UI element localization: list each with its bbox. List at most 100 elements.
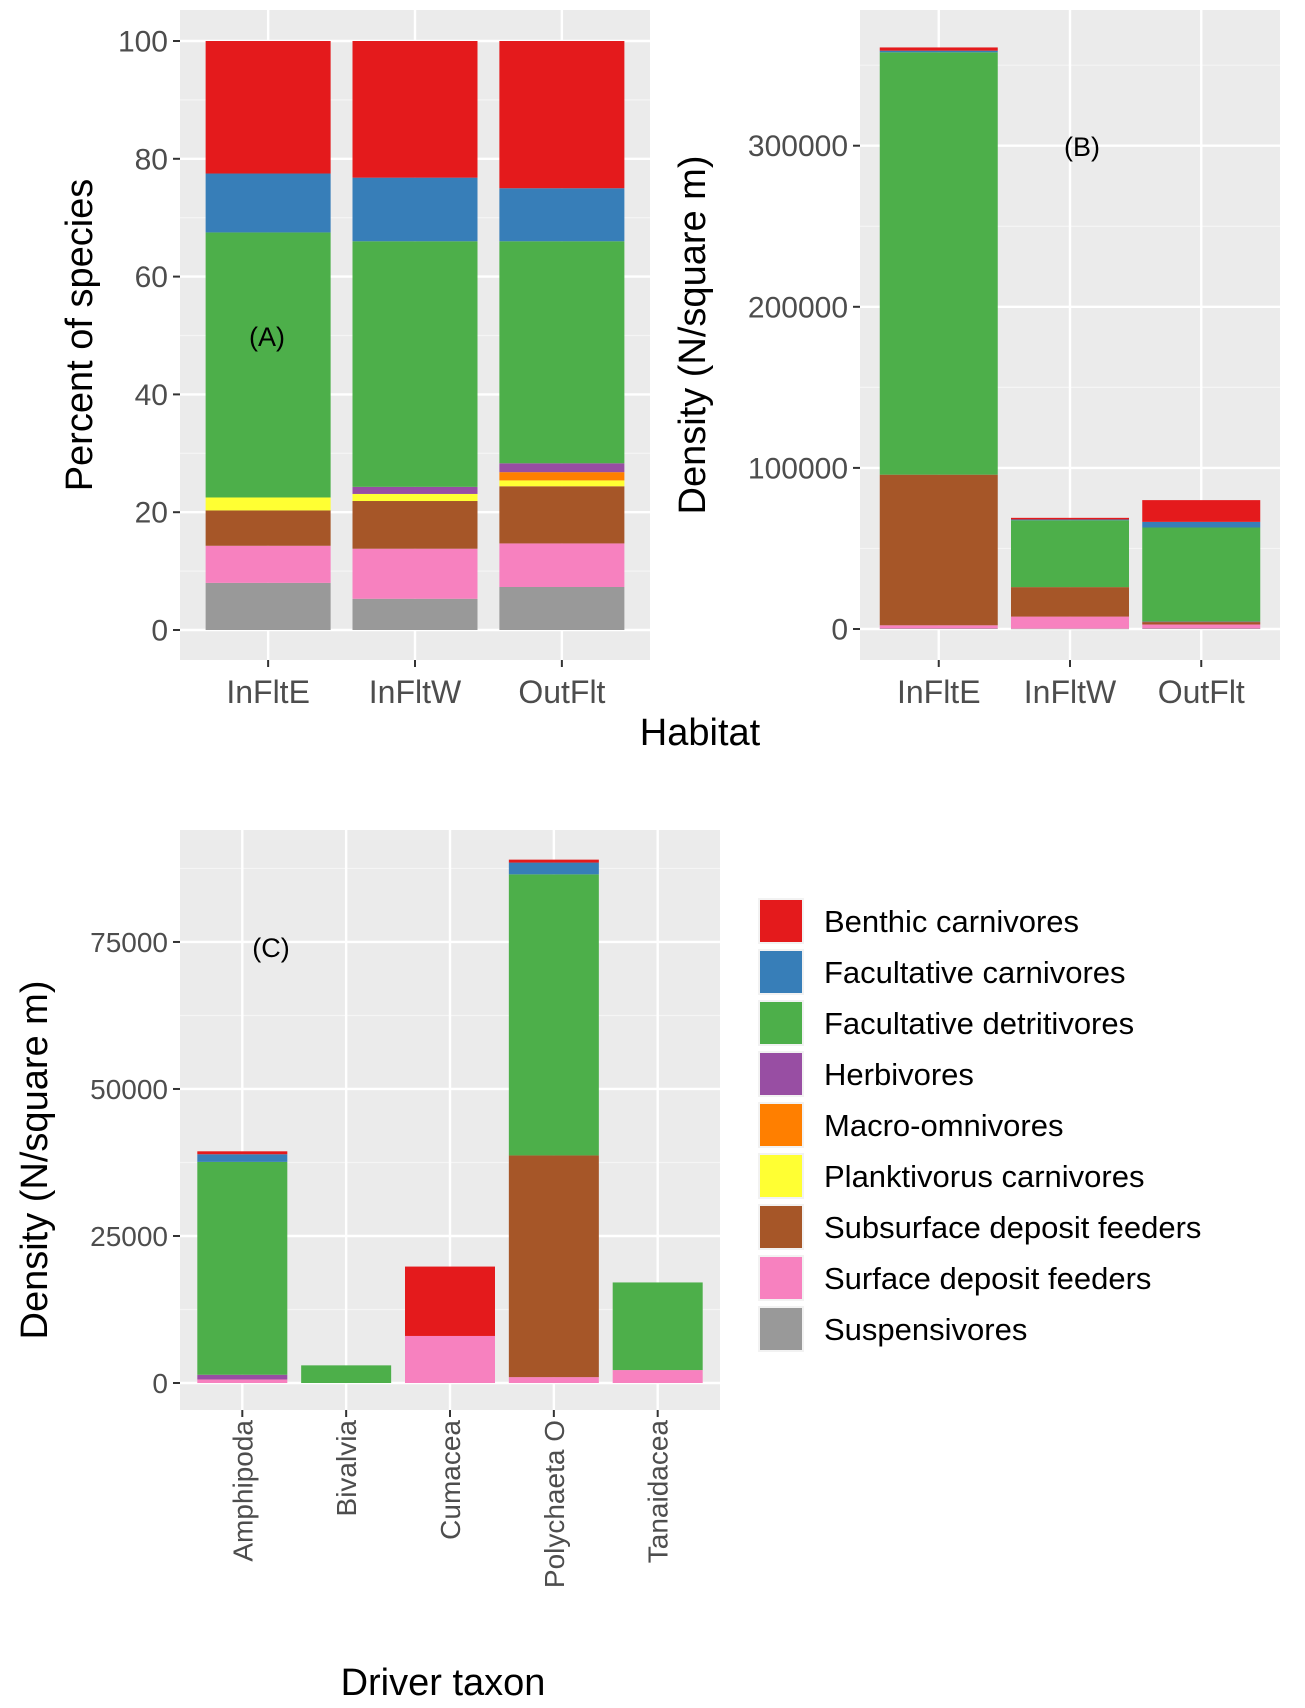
panel-c-y-tick-label: 0: [152, 1368, 168, 1399]
panel-b-bar-outflt-subsurface-deposit-feeders: [1142, 622, 1261, 625]
legend-label-planktivorus-carnivores: Planktivorus carnivores: [824, 1159, 1144, 1194]
panel-a-bar-infltw-subsurface-deposit-feeders: [352, 501, 478, 549]
panel-a-bar-outflt-subsurface-deposit-feeders: [499, 486, 625, 544]
panel-c-bar-cumacea-benthic-carnivores: [405, 1266, 495, 1336]
panel-c-bar-polychaeta-o-benthic-carnivores: [508, 859, 599, 863]
panel-a-bar-infltw-suspensivores: [352, 598, 478, 630]
panel-b-bar-infltw-subsurface-deposit-feeders: [1011, 587, 1129, 617]
panel-c-y-tick-label: 75000: [90, 927, 168, 958]
panel-c-label: (C): [252, 933, 289, 963]
panel-a-bar-outflt-facultative-detritivores: [499, 241, 625, 464]
panel-a-bar-inflte-facultative-carnivores: [205, 173, 331, 233]
panel-b-bar-outflt-suspensivores: [1142, 628, 1261, 630]
panel-c-bar-polychaeta-o-surface-deposit-feeders: [508, 1377, 599, 1383]
panel-b-bar-outflt-herbivores: [1142, 621, 1261, 623]
panel-c-bar-amphipoda-benthic-carnivores: [197, 1151, 288, 1155]
panel-b-ticks: 0 100000 200000 300000 InFltE InFltW OutFlt: [748, 130, 1245, 710]
panel-b-bar-inflte-benthic-carnivores: [879, 47, 998, 51]
panel-c-bar-amphipoda-facultative-detritivores: [197, 1161, 288, 1375]
panel-a-bar-inflte-suspensivores: [205, 582, 331, 630]
panel-b-bar-infltw-suspensivores: [1011, 628, 1129, 630]
panel-b-bar-inflte-facultative-carnivores: [879, 50, 998, 53]
panel-a-bar-infltw-benthic-carnivores: [352, 41, 478, 178]
panel-b-bars: [879, 47, 1261, 630]
panel-a-bar-inflte-surface-deposit-feeders: [205, 545, 331, 583]
panel-c: 0 25000 50000 75000 Amphipoda Bivalvia Cumacea…: [14, 830, 720, 1704]
panel-b-bar-infltw-facultative-carnivores: [1011, 519, 1129, 521]
panel-a-x-tick-label: OutFlt: [518, 674, 605, 710]
panel-c-x-tick-label: Cumacea: [435, 1420, 466, 1540]
panel-a-bar-infltw-facultative-detritivores: [352, 241, 478, 487]
panel-a-bar-inflte-planktivorus-carnivores: [205, 497, 331, 511]
panel-a-bar-outflt-planktivorus-carnivores: [499, 480, 625, 487]
panel-a-bar-inflte-facultative-detritivores: [205, 232, 331, 498]
panel-c-bar-polychaeta-o-facultative-detritivores: [508, 874, 599, 1156]
panel-a-bar-infltw-planktivorus-carnivores: [352, 493, 478, 502]
panel-c-bar-amphipoda-facultative-carnivores: [197, 1154, 288, 1162]
panel-c-x-axis-label: Driver taxon: [341, 1662, 546, 1704]
legend-label-herbivores: Herbivores: [824, 1057, 974, 1092]
panel-c-y-tick-label: 50000: [90, 1074, 168, 1105]
panel-b-y-tick-label: 0: [831, 614, 848, 647]
legend-swatch-planktivorus-carnivores: [760, 1155, 802, 1197]
panel-a-bar-inflte-subsurface-deposit-feeders: [205, 510, 331, 546]
panel-b-bar-outflt-benthic-carnivores: [1142, 500, 1261, 522]
panel-b-y-axis-label: Density (N/square m): [672, 156, 714, 515]
panel-b-x-tick-label: InFltW: [1024, 674, 1117, 710]
panel-c-bar-bivalvia-facultative-detritivores: [301, 1365, 392, 1383]
panel-a-y-tick-label: 80: [135, 143, 168, 176]
panel-a-y-tick-label: 0: [151, 615, 168, 648]
legend: Benthic carnivores Facultative carnivores…: [758, 898, 1201, 1352]
panel-a: 0 20 40 60 80 100 InFltE InFltW OutFlt Percent o…: [59, 10, 650, 710]
panel-b-bar-inflte-suspensivores: [879, 628, 998, 630]
panel-c-bar-tanaidacea-surface-deposit-feeders: [612, 1370, 703, 1383]
panel-b-bar-outflt-facultative-detritivores: [1142, 527, 1261, 622]
panel-a-y-tick-label: 100: [118, 26, 168, 59]
panel-b-y-tick-label: 300000: [748, 130, 848, 163]
legend-swatch-suspensivores: [760, 1308, 802, 1350]
panel-b-bar-outflt-surface-deposit-feeders: [1142, 624, 1261, 629]
panel-b-bar-outflt-facultative-carnivores: [1142, 521, 1261, 528]
panel-b-bar-inflte-surface-deposit-feeders: [879, 625, 998, 629]
legend-label-macro-omnivores: Macro-omnivores: [824, 1108, 1063, 1143]
legend-swatch-facultative-detritivores: [760, 1002, 802, 1044]
panel-b-y-tick-label: 100000: [748, 452, 848, 485]
panel-a-bar-outflt-benthic-carnivores: [499, 41, 625, 189]
panel-b-bar-infltw-facultative-detritivores: [1011, 520, 1129, 588]
panel-a-bar-infltw-surface-deposit-feeders: [352, 548, 478, 599]
legend-swatch-surface-deposit-feeders: [760, 1257, 802, 1299]
legend-label-facultative-carnivores: Facultative carnivores: [824, 955, 1126, 990]
panel-a-ticks: 0 20 40 60 80 100 InFltE InFltW OutFlt: [118, 26, 606, 711]
panel-c-bar-amphipoda-surface-deposit-feeders: [197, 1379, 288, 1383]
legend-swatch-subsurface-deposit-feeders: [760, 1206, 802, 1248]
panel-b-bar-inflte-subsurface-deposit-feeders: [879, 474, 998, 626]
panel-a-label: (A): [249, 322, 285, 352]
habitat-axis-label: Habitat: [640, 712, 761, 754]
panel-b-bar-inflte-facultative-detritivores: [879, 52, 998, 475]
panel-a-bar-infltw-facultative-carnivores: [352, 177, 478, 242]
legend-swatch-herbivores: [760, 1053, 802, 1095]
panel-a-y-axis-label: Percent of species: [59, 179, 101, 492]
panel-a-bar-outflt-suspensivores: [499, 587, 625, 630]
panel-c-x-tick-label: Amphipoda: [227, 1420, 258, 1562]
panel-b-label: (B): [1064, 132, 1100, 162]
panel-a-x-tick-label: InFltW: [369, 674, 462, 710]
panel-a-bar-outflt-herbivores: [499, 463, 625, 473]
panel-b-x-tick-label: OutFlt: [1158, 674, 1245, 710]
panel-c-bars: [197, 859, 703, 1383]
panel-c-x-tick-label: Bivalvia: [331, 1420, 362, 1517]
panel-b-bar-infltw-benthic-carnivores: [1011, 517, 1129, 520]
panel-a-y-tick-label: 40: [135, 379, 168, 412]
panel-a-y-tick-label: 20: [135, 497, 168, 530]
panel-a-bar-outflt-macro-omnivores: [499, 472, 625, 481]
panel-b: 0 100000 200000 300000 InFltE InFltW OutFlt De…: [672, 10, 1280, 710]
panel-a-bar-outflt-surface-deposit-feeders: [499, 543, 625, 588]
panel-c-ticks: 0 25000 50000 75000 Amphipoda Bivalvia Cumacea…: [90, 927, 674, 1588]
panel-c-bar-tanaidacea-facultative-detritivores: [612, 1282, 703, 1371]
legend-label-subsurface-deposit-feeders: Subsurface deposit feeders: [824, 1210, 1201, 1245]
panel-c-bar-amphipoda-herbivores: [197, 1374, 288, 1380]
panel-c-x-tick-label: Tanaidacea: [643, 1420, 674, 1564]
panel-a-bar-infltw-herbivores: [352, 486, 478, 494]
panel-a-y-tick-label: 60: [135, 261, 168, 294]
